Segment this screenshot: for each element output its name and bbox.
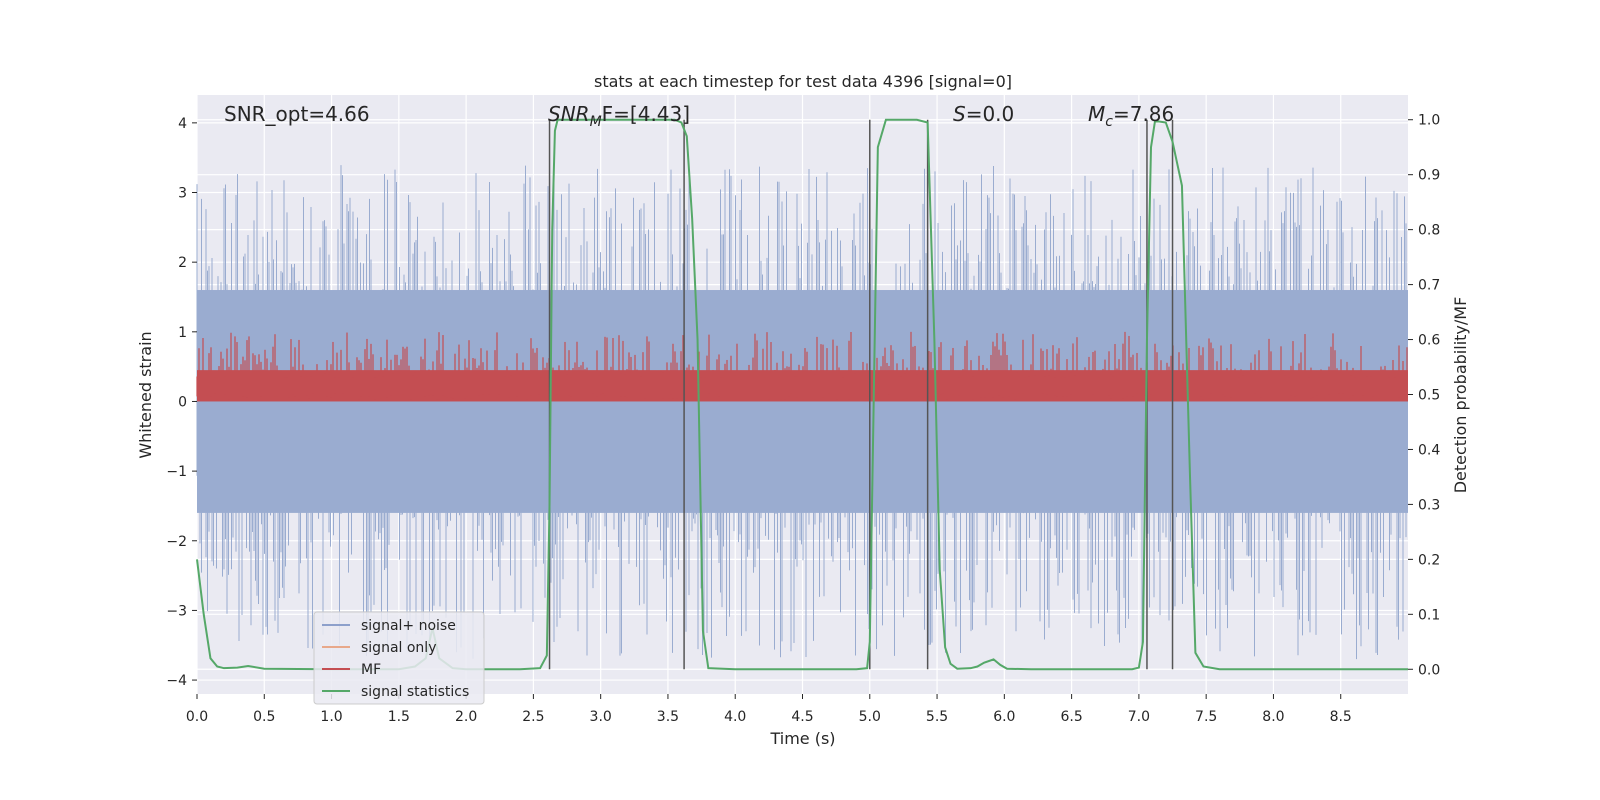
x-tick-label: 5.5 bbox=[926, 709, 948, 725]
annotation-s: S=0.0 bbox=[953, 102, 1014, 126]
x-axis-label: Time (s) bbox=[769, 729, 835, 748]
x-tick-label: 1.0 bbox=[320, 709, 342, 725]
y-right-tick-label: 0.3 bbox=[1418, 497, 1440, 513]
y-left-tick-label: −4 bbox=[166, 673, 187, 689]
x-tick-label: 8.0 bbox=[1262, 709, 1284, 725]
x-axis-ticks: 0.0 0.5 1.0 1.5 2.0 2.5 3.0 3.5 4.0 4.5 5.0 5.5 6.0 6… bbox=[186, 694, 1352, 725]
x-tick-label: 6.0 bbox=[993, 709, 1015, 725]
annotation-snr-mf-base: SNR bbox=[548, 102, 590, 126]
legend-label-signal-noise: signal+ noise bbox=[361, 618, 456, 634]
y-left-tick-label: 2 bbox=[178, 255, 187, 271]
x-tick-label: 8.5 bbox=[1330, 709, 1352, 725]
y-left-tick-label: 4 bbox=[178, 116, 187, 132]
y-left-tick-label: −3 bbox=[166, 603, 187, 619]
y-right-tick-label: 0.8 bbox=[1418, 223, 1440, 239]
legend-box bbox=[313, 611, 485, 705]
y-right-tick-label: 0.4 bbox=[1418, 442, 1440, 458]
x-tick-label: 4.5 bbox=[791, 709, 813, 725]
x-tick-label: 6.5 bbox=[1060, 709, 1082, 725]
x-tick-label: 4.0 bbox=[724, 709, 746, 725]
legend-label-signal-only: signal only bbox=[361, 640, 436, 656]
y-left-axis-ticks: 4 3 2 1 0 −1 −2 −3 −4 bbox=[166, 116, 197, 689]
legend-label-mf: MF bbox=[361, 662, 381, 678]
annotation-mc-sub: c bbox=[1105, 114, 1113, 130]
annotation-mc: Mc=7.86 bbox=[1088, 102, 1174, 130]
y-left-tick-label: 1 bbox=[178, 325, 187, 341]
x-tick-label: 7.5 bbox=[1195, 709, 1217, 725]
y-right-tick-label: 0.7 bbox=[1418, 278, 1440, 294]
x-tick-label: 5.0 bbox=[859, 709, 881, 725]
x-tick-label: 3.5 bbox=[657, 709, 679, 725]
y-right-axis-ticks: 1.0 0.9 0.8 0.7 0.6 0.5 0.4 0.3 0.2 0.1 0.0 bbox=[1408, 113, 1440, 678]
annotation-mc-rest: =7.86 bbox=[1113, 102, 1174, 126]
y-right-tick-label: 0.2 bbox=[1418, 552, 1440, 568]
y-right-axis-label: Detection probability/MF bbox=[1451, 297, 1470, 494]
annotation-snr-mf-sub: M bbox=[590, 114, 602, 130]
annotation-mc-italic: M bbox=[1088, 102, 1105, 126]
y-left-tick-label: 0 bbox=[178, 394, 187, 410]
x-tick-label: 2.0 bbox=[455, 709, 477, 725]
y-right-tick-label: 0.0 bbox=[1418, 662, 1440, 678]
y-left-axis-label: Whitened strain bbox=[136, 331, 155, 458]
y-left-tick-label: 3 bbox=[178, 186, 187, 202]
y-right-tick-label: 0.5 bbox=[1418, 388, 1440, 404]
x-tick-label: 0.5 bbox=[253, 709, 275, 725]
annotation-snr-mf: SNRMF=[4.43] bbox=[548, 102, 690, 130]
y-right-tick-label: 0.1 bbox=[1418, 607, 1440, 623]
x-tick-label: 1.5 bbox=[388, 709, 410, 725]
legend-label-signal-statistics: signal statistics bbox=[361, 684, 469, 700]
x-tick-label: 2.5 bbox=[522, 709, 544, 725]
annotation-s-italic: S bbox=[953, 102, 966, 126]
mf-series bbox=[196, 331, 1408, 402]
y-right-tick-label: 0.9 bbox=[1418, 168, 1440, 184]
y-right-tick-label: 0.6 bbox=[1418, 333, 1440, 349]
annotation-s-rest: =0.0 bbox=[966, 102, 1015, 126]
x-tick-label: 7.0 bbox=[1128, 709, 1150, 725]
x-tick-label: 0.0 bbox=[186, 709, 208, 725]
annotation-snr-mf-rest: F=[4.43] bbox=[602, 102, 690, 126]
x-tick-label: 3.0 bbox=[590, 709, 612, 725]
chart-title: stats at each timestep for test data 439… bbox=[594, 72, 1012, 91]
y-left-tick-label: −1 bbox=[166, 464, 187, 480]
annotation-snr-opt: SNR_opt=4.66 bbox=[224, 102, 370, 126]
legend: signal+ noise signal only MF signal stat… bbox=[313, 611, 485, 705]
y-left-tick-label: −2 bbox=[166, 534, 187, 550]
y-right-tick-label: 1.0 bbox=[1418, 113, 1440, 129]
